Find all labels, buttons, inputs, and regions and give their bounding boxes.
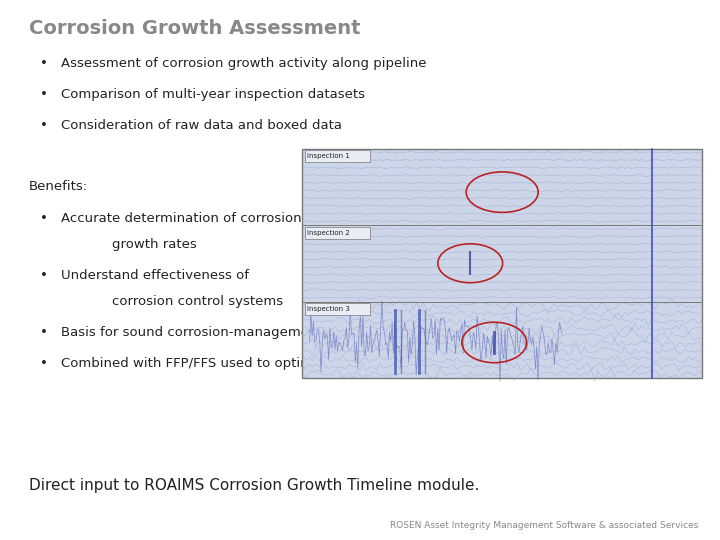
Text: •: •	[40, 119, 48, 132]
Text: Understand effectiveness of: Understand effectiveness of	[61, 269, 249, 282]
Text: growth rates: growth rates	[112, 238, 197, 251]
Text: Corrosion Growth Assessment: Corrosion Growth Assessment	[29, 19, 360, 38]
Text: Inspection 2: Inspection 2	[307, 230, 349, 235]
Text: ROSEN Asset Integrity Management Software & associated Services: ROSEN Asset Integrity Management Softwar…	[390, 521, 698, 530]
Text: Combined with FFP/FFS used to optimize future repair strategies: Combined with FFP/FFS used to optimize f…	[61, 357, 492, 370]
Text: Direct input to ROAIMS Corrosion Growth Timeline module.: Direct input to ROAIMS Corrosion Growth …	[29, 478, 480, 493]
Text: Comparison of multi-year inspection datasets: Comparison of multi-year inspection data…	[61, 88, 365, 101]
FancyBboxPatch shape	[305, 303, 370, 315]
Text: Accurate determination of corrosion: Accurate determination of corrosion	[61, 212, 302, 225]
Text: Benefits:: Benefits:	[29, 180, 88, 193]
Text: •: •	[40, 357, 48, 370]
Text: •: •	[40, 212, 48, 225]
FancyBboxPatch shape	[305, 227, 370, 239]
Text: corrosion control systems: corrosion control systems	[112, 295, 283, 308]
FancyBboxPatch shape	[302, 148, 702, 378]
Text: •: •	[40, 269, 48, 282]
Text: •: •	[40, 88, 48, 101]
Text: Assessment of corrosion growth activity along pipeline: Assessment of corrosion growth activity …	[61, 57, 427, 70]
Text: Consideration of raw data and boxed data: Consideration of raw data and boxed data	[61, 119, 342, 132]
Text: Inspection 1: Inspection 1	[307, 153, 350, 159]
Text: Inspection 3: Inspection 3	[307, 306, 350, 312]
Text: •: •	[40, 326, 48, 339]
FancyBboxPatch shape	[305, 150, 370, 162]
Text: •: •	[40, 57, 48, 70]
Text: Basis for sound corrosion-management decisions: Basis for sound corrosion-management dec…	[61, 326, 390, 339]
